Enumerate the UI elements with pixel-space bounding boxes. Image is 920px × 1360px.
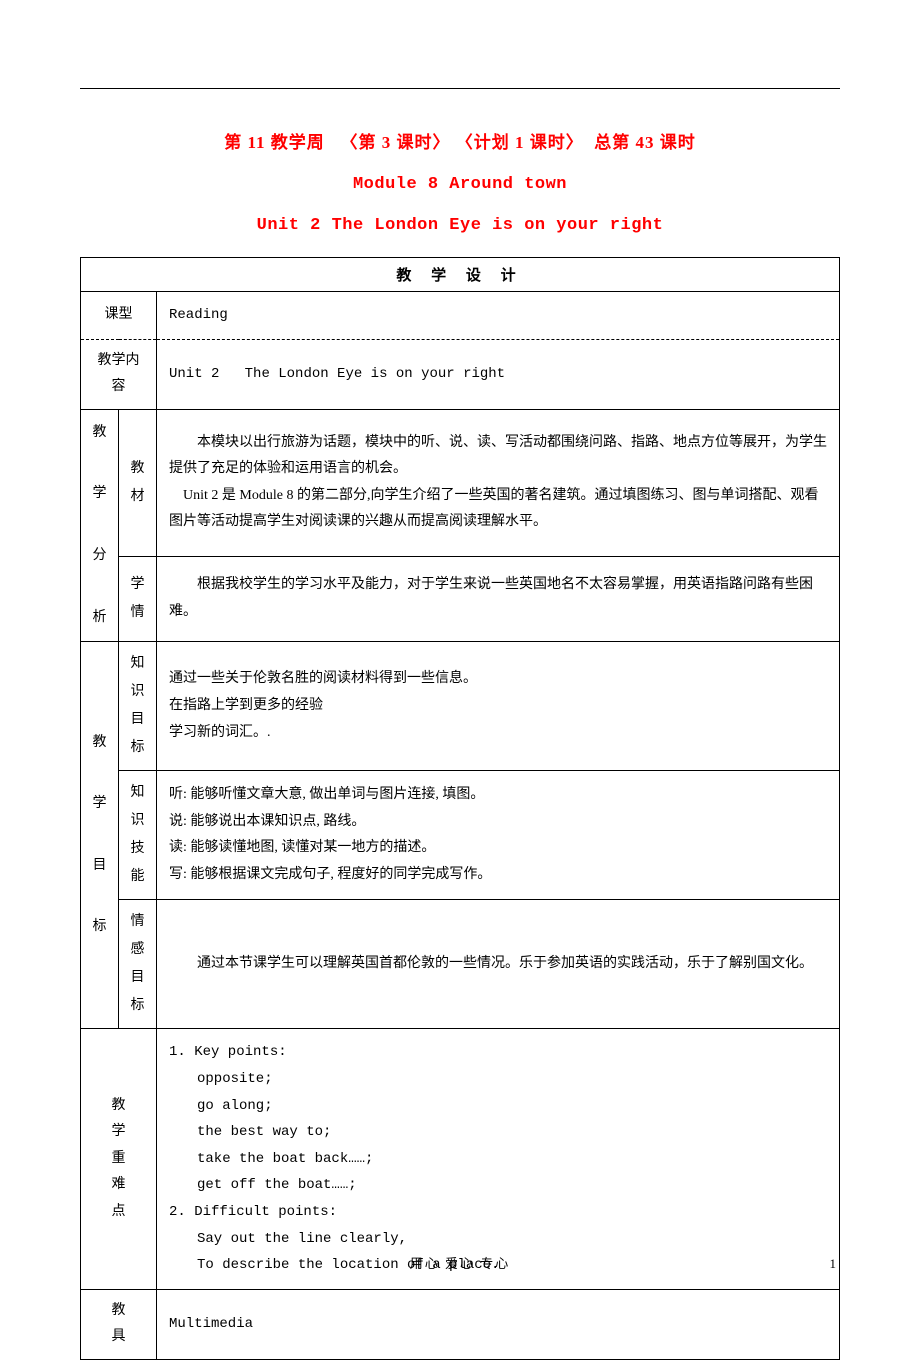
teaching-content-label: 教学内容	[81, 339, 157, 409]
emotion-p: 通过本节课学生可以理解英国首都伦敦的一些情况。乐于参加英语的实践活动，乐于了解别…	[169, 951, 827, 978]
table-row: 教学内容 Unit 2 The London Eye is on your ri…	[81, 339, 840, 409]
week-text: 第 11 教学周	[224, 133, 325, 152]
table-row: 情感目标 通过本节课学生可以理解英国首都伦敦的一些情况。乐于参加英语的实践活动，…	[81, 900, 840, 1029]
knowledge-text: 通过一些关于伦敦名胜的阅读材料得到一些信息。 在指路上学到更多的经验 学习新的词…	[157, 642, 840, 771]
table-row: 知识技能 听: 能够听懂文章大意, 做出单词与图片连接, 填图。 说: 能够说出…	[81, 771, 840, 900]
kp-l4: take the boat back……;	[169, 1146, 827, 1173]
unit-rest: The London Eye is on your right	[245, 366, 505, 382]
skills-text: 听: 能够听懂文章大意, 做出单词与图片连接, 填图。 说: 能够说出本课知识点…	[157, 771, 840, 900]
skills-l2: 说: 能够说出本课知识点, 路线。	[169, 809, 827, 836]
material-label: 教材	[119, 409, 157, 556]
title-module: Module 8 Around town	[80, 175, 840, 194]
skills-label: 知识技能	[119, 771, 157, 900]
kp-h2: 2. Difficult points:	[169, 1199, 827, 1226]
kp-h1: 1. Key points:	[169, 1039, 827, 1066]
kp-l6: Say out the line clearly,	[169, 1226, 827, 1253]
lesson-text: 〈第 3 课时〉 〈计划 1 课时〉	[341, 133, 584, 152]
kp-l5: get off the boat……;	[169, 1172, 827, 1199]
title-week: 第 11 教学周 〈第 3 课时〉 〈计划 1 课时〉 总第 43 课时	[80, 128, 840, 153]
emotion-text: 通过本节课学生可以理解英国首都伦敦的一些情况。乐于参加英语的实践活动，乐于了解别…	[157, 900, 840, 1029]
students-label: 学情	[119, 556, 157, 642]
knowledge-l3: 学习新的词汇。.	[169, 720, 827, 747]
table-row: 教学目标 知识目标 通过一些关于伦敦名胜的阅读材料得到一些信息。 在指路上学到更…	[81, 642, 840, 771]
students-text: 根据我校学生的学习水平及能力，对于学生来说一些英国地名不太容易掌握，用英语指路问…	[157, 556, 840, 642]
kp-l1: opposite;	[169, 1066, 827, 1093]
kp-l3: the best way to;	[169, 1119, 827, 1146]
skills-l4: 写: 能够根据课文完成句子, 程度好的同学完成写作。	[169, 862, 827, 889]
emotion-label: 情感目标	[119, 900, 157, 1029]
header-rule	[80, 88, 840, 89]
lesson-type-label: 课型	[81, 292, 157, 340]
table-header: 教 学 设 计	[80, 257, 840, 291]
knowledge-l1: 通过一些关于伦敦名胜的阅读材料得到一些信息。	[169, 666, 827, 693]
material-text: 本模块以出行旅游为话题，模块中的听、说、读、写活动都围绕问路、指路、地点方位等展…	[157, 409, 840, 556]
keypoints-text: 1. Key points: opposite; go along; the b…	[157, 1029, 840, 1289]
table-row: 教具 Multimedia	[81, 1289, 840, 1359]
footer-text: 用心 爱心 专心	[0, 1253, 920, 1272]
knowledge-l2: 在指路上学到更多的经验	[169, 693, 827, 720]
tools-value: Multimedia	[157, 1289, 840, 1359]
material-p2: Unit 2 是 Module 8 的第二部分,向学生介绍了一些英国的著名建筑。…	[169, 483, 827, 536]
unit-prefix: Unit 2	[169, 366, 219, 382]
students-p: 根据我校学生的学习水平及能力，对于学生来说一些英国地名不太容易掌握，用英语指路问…	[169, 572, 827, 625]
page-content: 第 11 教学周 〈第 3 课时〉 〈计划 1 课时〉 总第 43 课时 Mod…	[80, 128, 840, 1360]
total-text: 总第 43 课时	[594, 133, 696, 152]
knowledge-label: 知识目标	[119, 642, 157, 771]
page-number: 1	[830, 1256, 837, 1272]
table-row: 教学重难点 1. Key points: opposite; go along;…	[81, 1029, 840, 1289]
table-row: 学情 根据我校学生的学习水平及能力，对于学生来说一些英国地名不太容易掌握，用英语…	[81, 556, 840, 642]
lesson-plan-table: 课型 Reading 教学内容 Unit 2 The London Eye is…	[80, 291, 840, 1360]
analysis-label: 教学分析	[81, 409, 119, 642]
kp-l2: go along;	[169, 1093, 827, 1120]
lesson-type-value: Reading	[157, 292, 840, 340]
material-p1: 本模块以出行旅游为话题，模块中的听、说、读、写活动都围绕问路、指路、地点方位等展…	[169, 430, 827, 483]
teaching-content-value: Unit 2 The London Eye is on your right	[157, 339, 840, 409]
keypoints-label: 教学重难点	[81, 1029, 157, 1289]
table-row: 课型 Reading	[81, 292, 840, 340]
tools-label: 教具	[81, 1289, 157, 1359]
title-unit: Unit 2 The London Eye is on your right	[80, 216, 840, 235]
table-row: 教学分析 教材 本模块以出行旅游为话题，模块中的听、说、读、写活动都围绕问路、指…	[81, 409, 840, 556]
objectives-label: 教学目标	[81, 642, 119, 1029]
skills-l1: 听: 能够听懂文章大意, 做出单词与图片连接, 填图。	[169, 782, 827, 809]
skills-l3: 读: 能够读懂地图, 读懂对某一地方的描述。	[169, 835, 827, 862]
